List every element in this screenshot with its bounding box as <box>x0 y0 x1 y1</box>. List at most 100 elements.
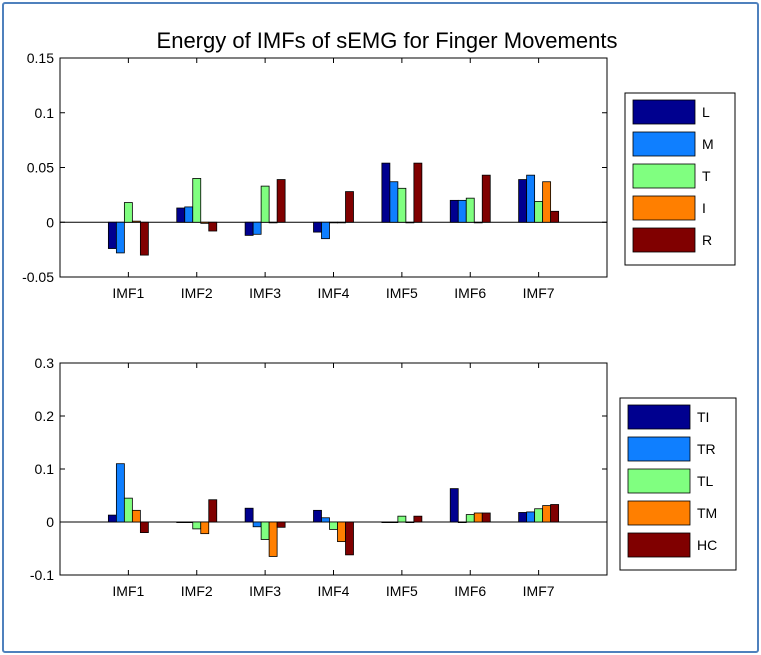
x-tick-label: IMF4 <box>318 583 350 599</box>
bar <box>244 221 254 236</box>
bar <box>321 517 330 523</box>
bar <box>449 488 459 523</box>
bar <box>542 181 552 223</box>
bar <box>252 521 262 528</box>
bar <box>473 512 483 523</box>
bar <box>244 507 254 523</box>
bar <box>457 521 467 524</box>
y-tick-label: 0.1 <box>35 461 55 477</box>
bar <box>123 202 133 223</box>
bar <box>184 206 194 223</box>
bar <box>115 221 125 254</box>
bar <box>131 220 141 223</box>
chart-title: Energy of IMFs of sEMG for Finger Moveme… <box>157 28 618 53</box>
x-tick-label: IMF6 <box>454 285 486 301</box>
bar <box>139 521 149 534</box>
bar <box>405 221 415 224</box>
x-tick-label: IMF3 <box>249 285 281 301</box>
bar <box>260 185 270 223</box>
bar <box>200 221 210 224</box>
legend-label: TM <box>697 505 717 521</box>
legend-label: R <box>702 232 712 248</box>
bar <box>518 179 528 223</box>
x-tick-label: IMF1 <box>112 285 144 301</box>
legend-swatch <box>627 500 691 526</box>
bar <box>518 512 528 523</box>
bar <box>465 197 475 223</box>
legend-label: M <box>702 136 714 152</box>
bar <box>389 521 399 524</box>
y-tick-label: 0.15 <box>27 50 54 66</box>
legend-swatch <box>632 227 696 253</box>
bar <box>550 210 560 223</box>
chart-thumb-combinations: -0.1 0 0.1 0.2 0.3 IMF1 IMF2 IMF3 IMF4 IMF5 IMF6 IM… <box>30 355 737 599</box>
x-tick-label: IMF1 <box>112 583 144 599</box>
bar <box>550 504 560 523</box>
bar <box>192 521 202 530</box>
legend-swatch <box>627 436 691 462</box>
legend-swatch <box>627 532 691 558</box>
bar <box>413 162 423 223</box>
bar <box>337 521 346 543</box>
x-tick-label: IMF3 <box>249 583 281 599</box>
bar <box>534 201 544 223</box>
bar <box>139 221 149 256</box>
legend-swatch <box>632 163 696 189</box>
bar <box>123 497 133 523</box>
x-tick-label: IMF2 <box>181 583 213 599</box>
bar <box>115 463 125 523</box>
bar <box>268 221 278 224</box>
bar <box>481 512 491 523</box>
bar <box>337 221 346 224</box>
bar <box>176 521 186 524</box>
legend-swatch <box>627 404 691 430</box>
x-tick-label: IMF4 <box>318 285 350 301</box>
bar <box>381 521 391 524</box>
bar <box>276 179 286 223</box>
plot-area <box>59 57 608 278</box>
y-tick-label: 0 <box>46 214 54 230</box>
chart-finger-movements: -0.05 0 0.05 0.1 0.15 IMF1 IMF2 IMF3 IMF4 IMF5 IMF… <box>22 50 736 301</box>
bar <box>321 221 330 240</box>
y-tick-label: 0.05 <box>27 160 54 176</box>
bar <box>526 174 536 223</box>
bar <box>481 174 491 223</box>
legend-swatch <box>632 195 696 221</box>
legend-label: L <box>702 104 710 120</box>
bar <box>176 207 186 223</box>
bar <box>389 181 399 223</box>
bar <box>526 511 536 523</box>
bar <box>345 191 354 223</box>
bar <box>329 521 338 530</box>
legend-swatch <box>632 131 696 157</box>
bar <box>534 508 544 523</box>
y-tick-label: 0.1 <box>35 105 55 121</box>
bar <box>200 521 210 535</box>
legend-swatch <box>627 468 691 494</box>
bar <box>192 178 202 223</box>
y-tick-label: 0.2 <box>35 408 55 424</box>
y-tick-label: 0 <box>46 514 54 530</box>
bar <box>313 509 322 523</box>
bar <box>107 514 117 523</box>
legend-label: TL <box>697 473 714 489</box>
bar <box>449 199 459 223</box>
bar <box>329 221 338 224</box>
x-tick-label: IMF7 <box>523 583 555 599</box>
x-tick-label: IMF5 <box>386 583 418 599</box>
bar <box>252 221 262 235</box>
x-tick-label: IMF5 <box>386 285 418 301</box>
bar <box>276 521 286 528</box>
bar <box>208 221 218 232</box>
bar <box>405 521 415 524</box>
bar <box>397 187 407 223</box>
bar <box>473 221 483 224</box>
bar <box>397 515 407 523</box>
bar <box>208 499 218 523</box>
y-tick-label: 0.3 <box>35 355 55 371</box>
plot-area <box>59 362 608 576</box>
bar <box>313 221 322 233</box>
bar <box>260 521 270 540</box>
y-tick-label: -0.05 <box>22 269 54 285</box>
x-tick-label: IMF2 <box>181 285 213 301</box>
